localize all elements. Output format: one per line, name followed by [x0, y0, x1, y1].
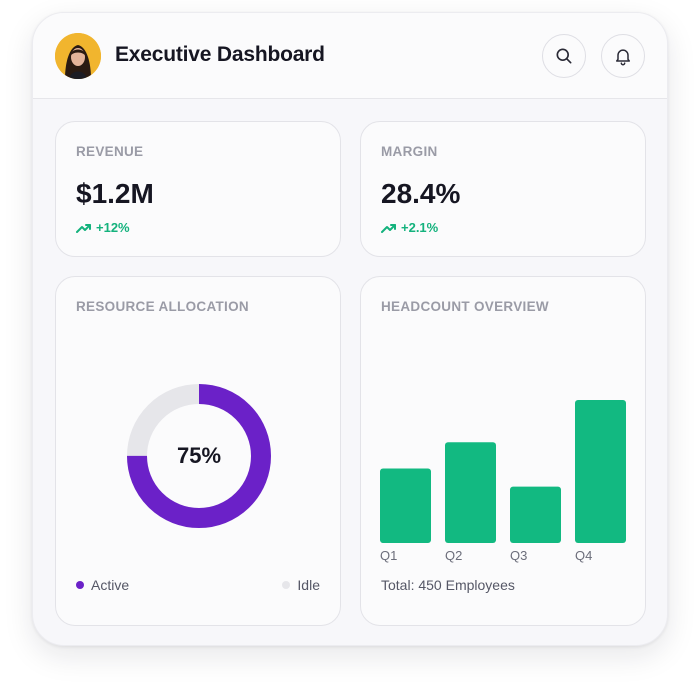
donut-center-value: 75% [176, 443, 222, 468]
bar-q3[interactable] [510, 486, 561, 543]
margin-card[interactable]: MARGIN 28.4% +2.1% [360, 121, 646, 257]
donut-active-slice [127, 384, 271, 528]
headcount-label: HEADCOUNT OVERVIEW [381, 299, 549, 314]
revenue-label: REVENUE [76, 144, 144, 159]
resource-allocation-card[interactable]: RESOURCE ALLOCATION 75% Active Idle [55, 276, 341, 626]
tick-label-q3: Q3 [510, 548, 527, 563]
dashboard-window: Executive Dashboard REVENUE $1.2M +12% [32, 12, 668, 646]
margin-value: 28.4% [381, 178, 461, 209]
margin-delta-text: +2.1% [401, 220, 439, 235]
legend-active: Active [76, 577, 129, 593]
headcount-total: Total: 450 Employees [381, 577, 515, 593]
revenue-value: $1.2M [76, 178, 154, 209]
legend-idle-dot [282, 581, 291, 589]
legend-idle-label: Idle [297, 577, 320, 593]
search-icon [556, 48, 572, 64]
legend-idle: Idle [282, 577, 320, 593]
trending-up-icon [76, 223, 91, 233]
revenue-delta-text: +12% [96, 220, 130, 235]
bar-q1[interactable] [380, 468, 431, 543]
margin-delta: +2.1% [381, 220, 438, 235]
donut-chart-svg [127, 384, 271, 528]
revenue-delta: +12% [76, 220, 130, 235]
bar-q4[interactable] [575, 400, 626, 543]
margin-label: MARGIN [381, 144, 438, 159]
avatar-image [55, 33, 101, 79]
tick-label-q1: Q1 [380, 548, 397, 563]
header: Executive Dashboard [33, 13, 667, 99]
revenue-card[interactable]: REVENUE $1.2M +12% [55, 121, 341, 257]
page-title: Executive Dashboard [115, 43, 325, 66]
bar-q2[interactable] [445, 442, 496, 543]
search-button[interactable] [542, 34, 586, 78]
headcount-bar-chart: Q1 Q2 Q3 Q4 [380, 400, 626, 563]
tick-label-q4: Q4 [575, 548, 592, 563]
notifications-button[interactable] [601, 34, 645, 78]
avatar[interactable] [55, 33, 101, 79]
headcount-card[interactable]: HEADCOUNT OVERVIEW Q1 Q2 Q3 Q4 Total: 450 E… [360, 276, 646, 626]
tick-label-q2: Q2 [445, 548, 462, 563]
bell-icon [616, 49, 630, 66]
trending-up-icon [381, 223, 396, 233]
resource-allocation-label: RESOURCE ALLOCATION [76, 299, 249, 314]
donut-chart: 75% [126, 383, 272, 529]
legend-active-dot [76, 581, 84, 589]
legend-active-label: Active [91, 577, 130, 593]
